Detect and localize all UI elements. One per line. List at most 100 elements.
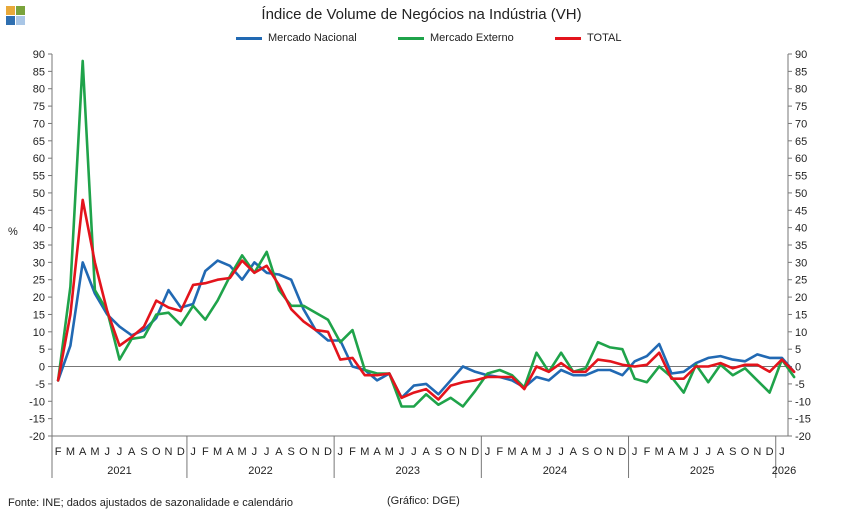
x-month-label: J [411,446,417,458]
x-month-label: S [288,446,295,458]
chart-title: Índice de Volume de Negócios na Indústri… [261,6,582,23]
x-month-label: S [435,446,442,458]
y-tick-label-right: 80 [795,84,807,96]
x-month-label: O [152,446,161,458]
x-month-label: A [275,446,283,458]
x-month-label: M [507,446,516,458]
y-tick-label-right: 20 [795,292,807,304]
x-month-label: D [324,446,332,458]
legend-swatch-nacional [236,36,262,40]
x-month-label: A [668,446,676,458]
y-tick-label-right: 60 [795,153,807,165]
x-month-label: A [373,446,381,458]
y-tick-label-left: 30 [33,257,45,269]
x-month-label: J [104,446,110,458]
y-tick-label-left: 55 [33,171,45,183]
y-tick-label-left: 50 [33,188,45,200]
y-tick-label-left: 5 [39,344,45,356]
dge-logo [6,6,26,26]
logo-square-3 [6,16,15,25]
x-month-label: M [679,446,688,458]
x-month-label: D [618,446,626,458]
series-line-mercado-externo [56,59,796,408]
x-month-label: F [644,446,651,458]
x-month-label: J [632,446,638,458]
x-month-label: J [546,446,552,458]
x-month-label: J [485,446,491,458]
logo-square-4 [16,16,25,25]
x-month-label: M [66,446,75,458]
x-month-label: J [190,446,196,458]
x-month-label: D [177,446,185,458]
legend-item-total: TOTAL [555,32,621,44]
y-tick-label-left: 75 [33,101,45,113]
x-month-label: S [582,446,589,458]
y-tick-label-left: 80 [33,84,45,96]
y-tick-label-left: 90 [33,49,45,61]
x-month-label: F [349,446,356,458]
x-month-label: F [496,446,503,458]
x-year-label: 2022 [248,465,272,477]
footer-source: Fonte: INE; dados ajustados de sazonalid… [8,497,293,509]
y-tick-label-left: 40 [33,223,45,235]
y-tick-label-right: -10 [795,396,811,408]
x-month-label: A [422,446,430,458]
y-tick-label-right: 5 [795,344,801,356]
legend-swatch-total [555,36,581,40]
y-tick-label-right: 15 [795,309,807,321]
x-month-label: A [128,446,136,458]
x-month-label: F [202,446,209,458]
y-tick-label-right: 35 [795,240,807,252]
x-month-label: A [226,446,234,458]
x-month-label: S [729,446,736,458]
y-tick-label-right: 65 [795,136,807,148]
x-month-label: M [532,446,541,458]
x-month-label: A [521,446,529,458]
legend-label-externo: Mercado Externo [430,32,514,44]
y-tick-label-left: 25 [33,275,45,287]
x-year-label: 2026 [772,465,796,477]
x-month-label: N [459,446,467,458]
y-tick-label-right: -20 [795,431,811,443]
y-tick-label-left: -10 [29,396,45,408]
y-tick-label-right: 50 [795,188,807,200]
x-month-label: O [741,446,750,458]
y-tick-label-right: 0 [795,362,801,374]
x-month-label: O [446,446,455,458]
y-tick-label-left: -5 [35,379,45,391]
x-month-label: J [399,446,405,458]
y-tick-label-right: 75 [795,101,807,113]
legend-label-total: TOTAL [587,32,622,44]
x-month-label: M [238,446,247,458]
x-year-label: 2023 [395,465,419,477]
x-month-label: A [717,446,725,458]
x-month-label: J [693,446,699,458]
x-month-label: S [140,446,147,458]
logo-square-1 [6,6,15,15]
x-month-label: J [558,446,564,458]
x-month-label: A [570,446,578,458]
y-tick-label-left: 15 [33,309,45,321]
y-tick-label-right: -15 [795,414,811,426]
y-tick-label-left: 85 [33,66,45,78]
x-month-label: D [471,446,479,458]
y-tick-label-left: -20 [29,431,45,443]
legend-label-nacional: Mercado Nacional [268,32,357,44]
x-year-label: 2021 [107,465,131,477]
x-year-label: 2025 [690,465,714,477]
x-month-label: D [766,446,774,458]
y-tick-label-left: 35 [33,240,45,252]
x-year-label: 2024 [543,465,567,477]
y-tick-label-left: -15 [29,414,45,426]
y-tick-label-right: 25 [795,275,807,287]
series-line-mercado-nacional [56,259,796,400]
y-tick-label-left: 20 [33,292,45,304]
y-tick-label-left: 70 [33,118,45,130]
x-month-label: J [252,446,258,458]
x-month-label: N [312,446,320,458]
x-month-label: M [213,446,222,458]
x-month-label: J [338,446,344,458]
x-month-label: M [385,446,394,458]
x-month-label: N [606,446,614,458]
